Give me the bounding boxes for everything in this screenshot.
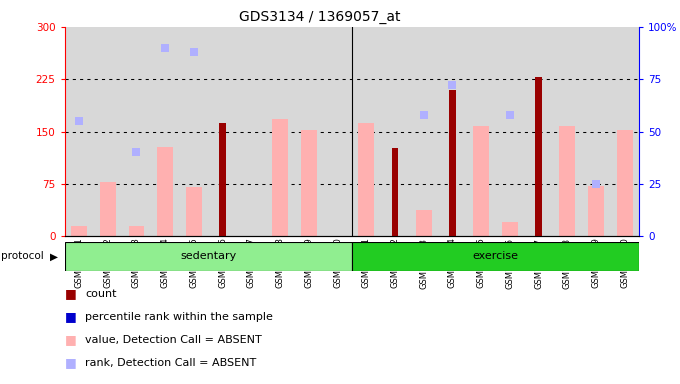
Text: rank, Detection Call = ABSENT: rank, Detection Call = ABSENT (85, 358, 256, 368)
Text: sedentary: sedentary (180, 251, 237, 262)
Text: ▶: ▶ (50, 251, 58, 262)
Bar (617, 130, 632, 236)
Bar (416, 210, 432, 236)
Bar (237, 27, 266, 236)
Bar (157, 147, 173, 236)
Bar (473, 126, 489, 236)
Bar (581, 27, 611, 236)
Bar (392, 147, 398, 236)
Bar (358, 123, 374, 236)
Bar (65, 27, 93, 236)
Bar (496, 27, 524, 236)
Text: GDS3134 / 1369057_at: GDS3134 / 1369057_at (239, 10, 401, 23)
Bar (560, 126, 575, 236)
Text: percentile rank within the sample: percentile rank within the sample (85, 312, 273, 322)
Bar (272, 119, 288, 236)
Bar (438, 27, 466, 236)
Text: value, Detection Call = ABSENT: value, Detection Call = ABSENT (85, 335, 262, 345)
Bar (122, 27, 151, 236)
Bar (93, 27, 122, 236)
Bar (588, 186, 604, 236)
Text: count: count (85, 289, 116, 299)
Bar (208, 27, 237, 236)
Bar (449, 90, 456, 236)
Text: ■: ■ (65, 287, 76, 300)
Bar (409, 27, 438, 236)
Bar (100, 182, 116, 236)
Text: exercise: exercise (473, 251, 519, 262)
Bar (151, 27, 180, 236)
Bar (466, 27, 496, 236)
Text: ■: ■ (65, 356, 76, 369)
Bar (323, 27, 352, 236)
Bar (352, 27, 381, 236)
Bar (301, 130, 317, 236)
Bar (266, 27, 294, 236)
Bar (71, 226, 87, 236)
Bar (611, 27, 639, 236)
Bar (381, 27, 409, 236)
Bar (220, 123, 226, 236)
Text: ■: ■ (65, 310, 76, 323)
Bar (294, 27, 323, 236)
Bar (535, 77, 542, 236)
Bar (180, 27, 208, 236)
Bar (553, 27, 582, 236)
Text: protocol: protocol (1, 251, 44, 262)
Text: ■: ■ (65, 333, 76, 346)
Bar (186, 187, 202, 236)
Bar (65, 242, 352, 271)
Bar (524, 27, 553, 236)
Bar (352, 242, 639, 271)
Bar (502, 222, 517, 236)
Bar (129, 226, 144, 236)
